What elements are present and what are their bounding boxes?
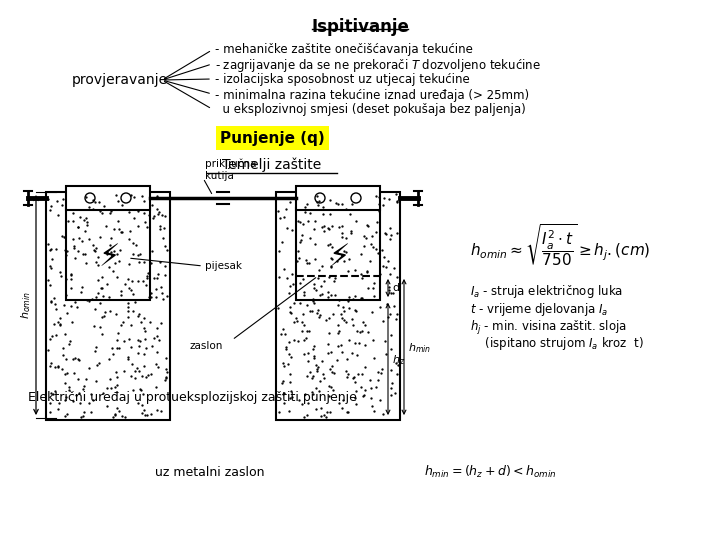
Text: - zagrijavanje da se ne prekorači $T$ dozvoljeno tekućine: - zagrijavanje da se ne prekorači $T$ do… <box>215 57 541 73</box>
Circle shape <box>351 193 361 203</box>
Text: Punjenje (q): Punjenje (q) <box>220 131 325 145</box>
Circle shape <box>315 193 325 203</box>
Bar <box>296 186 380 210</box>
Text: $\mathbf{⚡}$: $\mathbf{⚡}$ <box>97 244 119 273</box>
Text: $h_{omin} \approx \sqrt{\dfrac{I_a^2 \cdot t}{750}} \geq h_j.(cm)$: $h_{omin} \approx \sqrt{\dfrac{I_a^2 \cd… <box>469 222 650 268</box>
Text: u eksplozivnoj smjesi (deset pokušaja bez paljenja): u eksplozivnoj smjesi (deset pokušaja be… <box>215 104 526 117</box>
Text: Ispitivanje: Ispitivanje <box>311 18 409 36</box>
Text: provjeravanje: provjeravanje <box>72 73 168 87</box>
Circle shape <box>121 193 131 203</box>
Text: zaslon: zaslon <box>190 341 223 351</box>
Text: $h_{omin}$: $h_{omin}$ <box>19 291 33 319</box>
Text: - minimalna razina tekućine iznad uređaja (> 25mm): - minimalna razina tekućine iznad uređaj… <box>215 89 529 102</box>
Text: $I_a$ - struja električnog luka: $I_a$ - struja električnog luka <box>470 284 623 300</box>
Text: $h_{min}$: $h_{min}$ <box>408 341 431 355</box>
Text: - mehaničke zaštite onečišćavanja tekućine: - mehaničke zaštite onečišćavanja tekući… <box>215 44 473 57</box>
Bar <box>66 208 150 300</box>
Circle shape <box>85 193 95 203</box>
Bar <box>276 192 400 420</box>
Text: d: d <box>392 283 399 293</box>
Text: uz metalni zaslon: uz metalni zaslon <box>156 465 265 478</box>
Bar <box>46 192 170 420</box>
Text: $h_{min} = (h_z + d) < h_{omin}$: $h_{min} = (h_z + d) < h_{omin}$ <box>424 464 557 480</box>
Text: priključna
kutija: priključna kutija <box>205 159 256 181</box>
Bar <box>66 186 150 210</box>
Text: $t$ - vrijeme djelovanja $I_a$: $t$ - vrijeme djelovanja $I_a$ <box>470 301 608 319</box>
Text: $\mathbf{⚡}$: $\mathbf{⚡}$ <box>328 244 348 273</box>
Text: $h_j$ - min. visina zaštit. sloja: $h_j$ - min. visina zaštit. sloja <box>470 319 627 337</box>
Text: (ispitano strujom $I_a$ kroz  t): (ispitano strujom $I_a$ kroz t) <box>470 335 644 353</box>
Text: pijesak: pijesak <box>205 261 242 271</box>
Text: - izolacijska sposobnost uz utjecaj tekućine: - izolacijska sposobnost uz utjecaj teku… <box>215 73 469 86</box>
Text: Temelji zaštite: Temelji zaštite <box>222 158 322 172</box>
Bar <box>296 208 380 300</box>
Text: Električni uređaj u protueksplozijskoj zaštiti punjenje: Električni uređaj u protueksplozijskoj z… <box>28 390 357 403</box>
Text: $h_z$: $h_z$ <box>392 353 405 367</box>
